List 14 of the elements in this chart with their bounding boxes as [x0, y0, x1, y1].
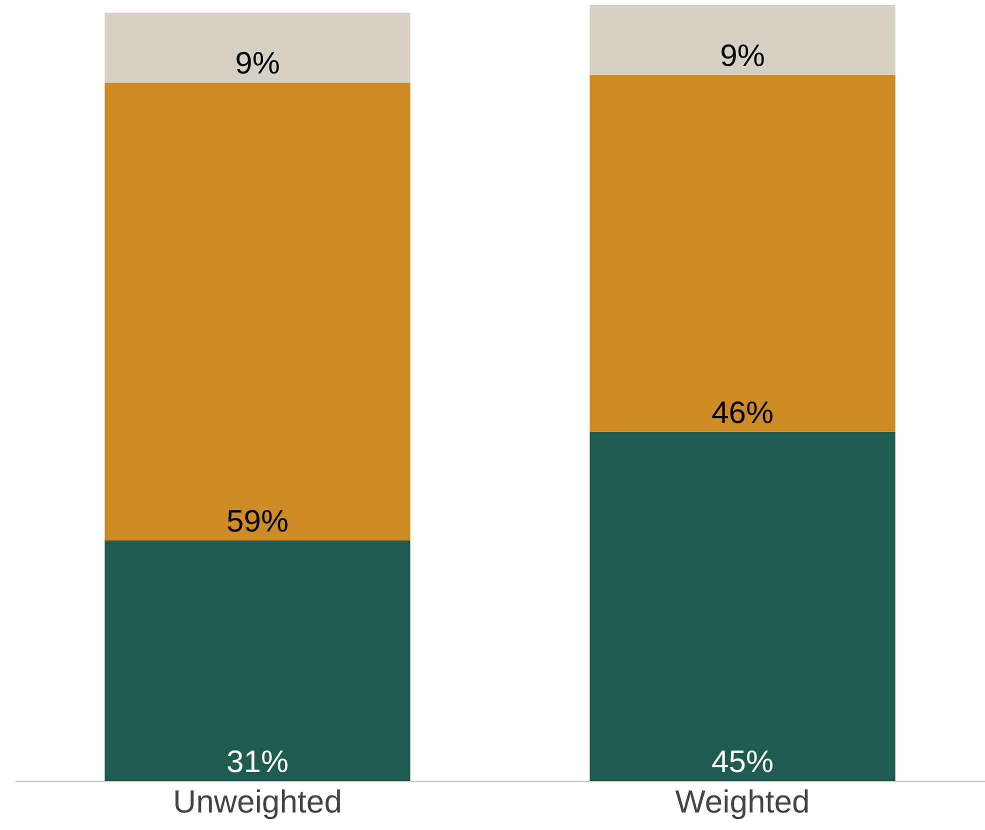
bar — [104, 12, 410, 83]
bar — [590, 432, 896, 781]
bar — [104, 82, 410, 540]
bar — [590, 5, 896, 75]
data-label: 9% — [720, 38, 765, 73]
data-label: 31% — [226, 744, 289, 779]
bar — [590, 74, 896, 432]
data-label: 9% — [235, 46, 280, 81]
data-label: 45% — [711, 744, 774, 779]
bar — [104, 540, 410, 781]
data-label: 46% — [711, 394, 774, 430]
x-tick-label: Weighted — [675, 784, 810, 820]
x-tick-label: Unweighted — [173, 784, 342, 820]
data-label: 59% — [226, 503, 289, 538]
